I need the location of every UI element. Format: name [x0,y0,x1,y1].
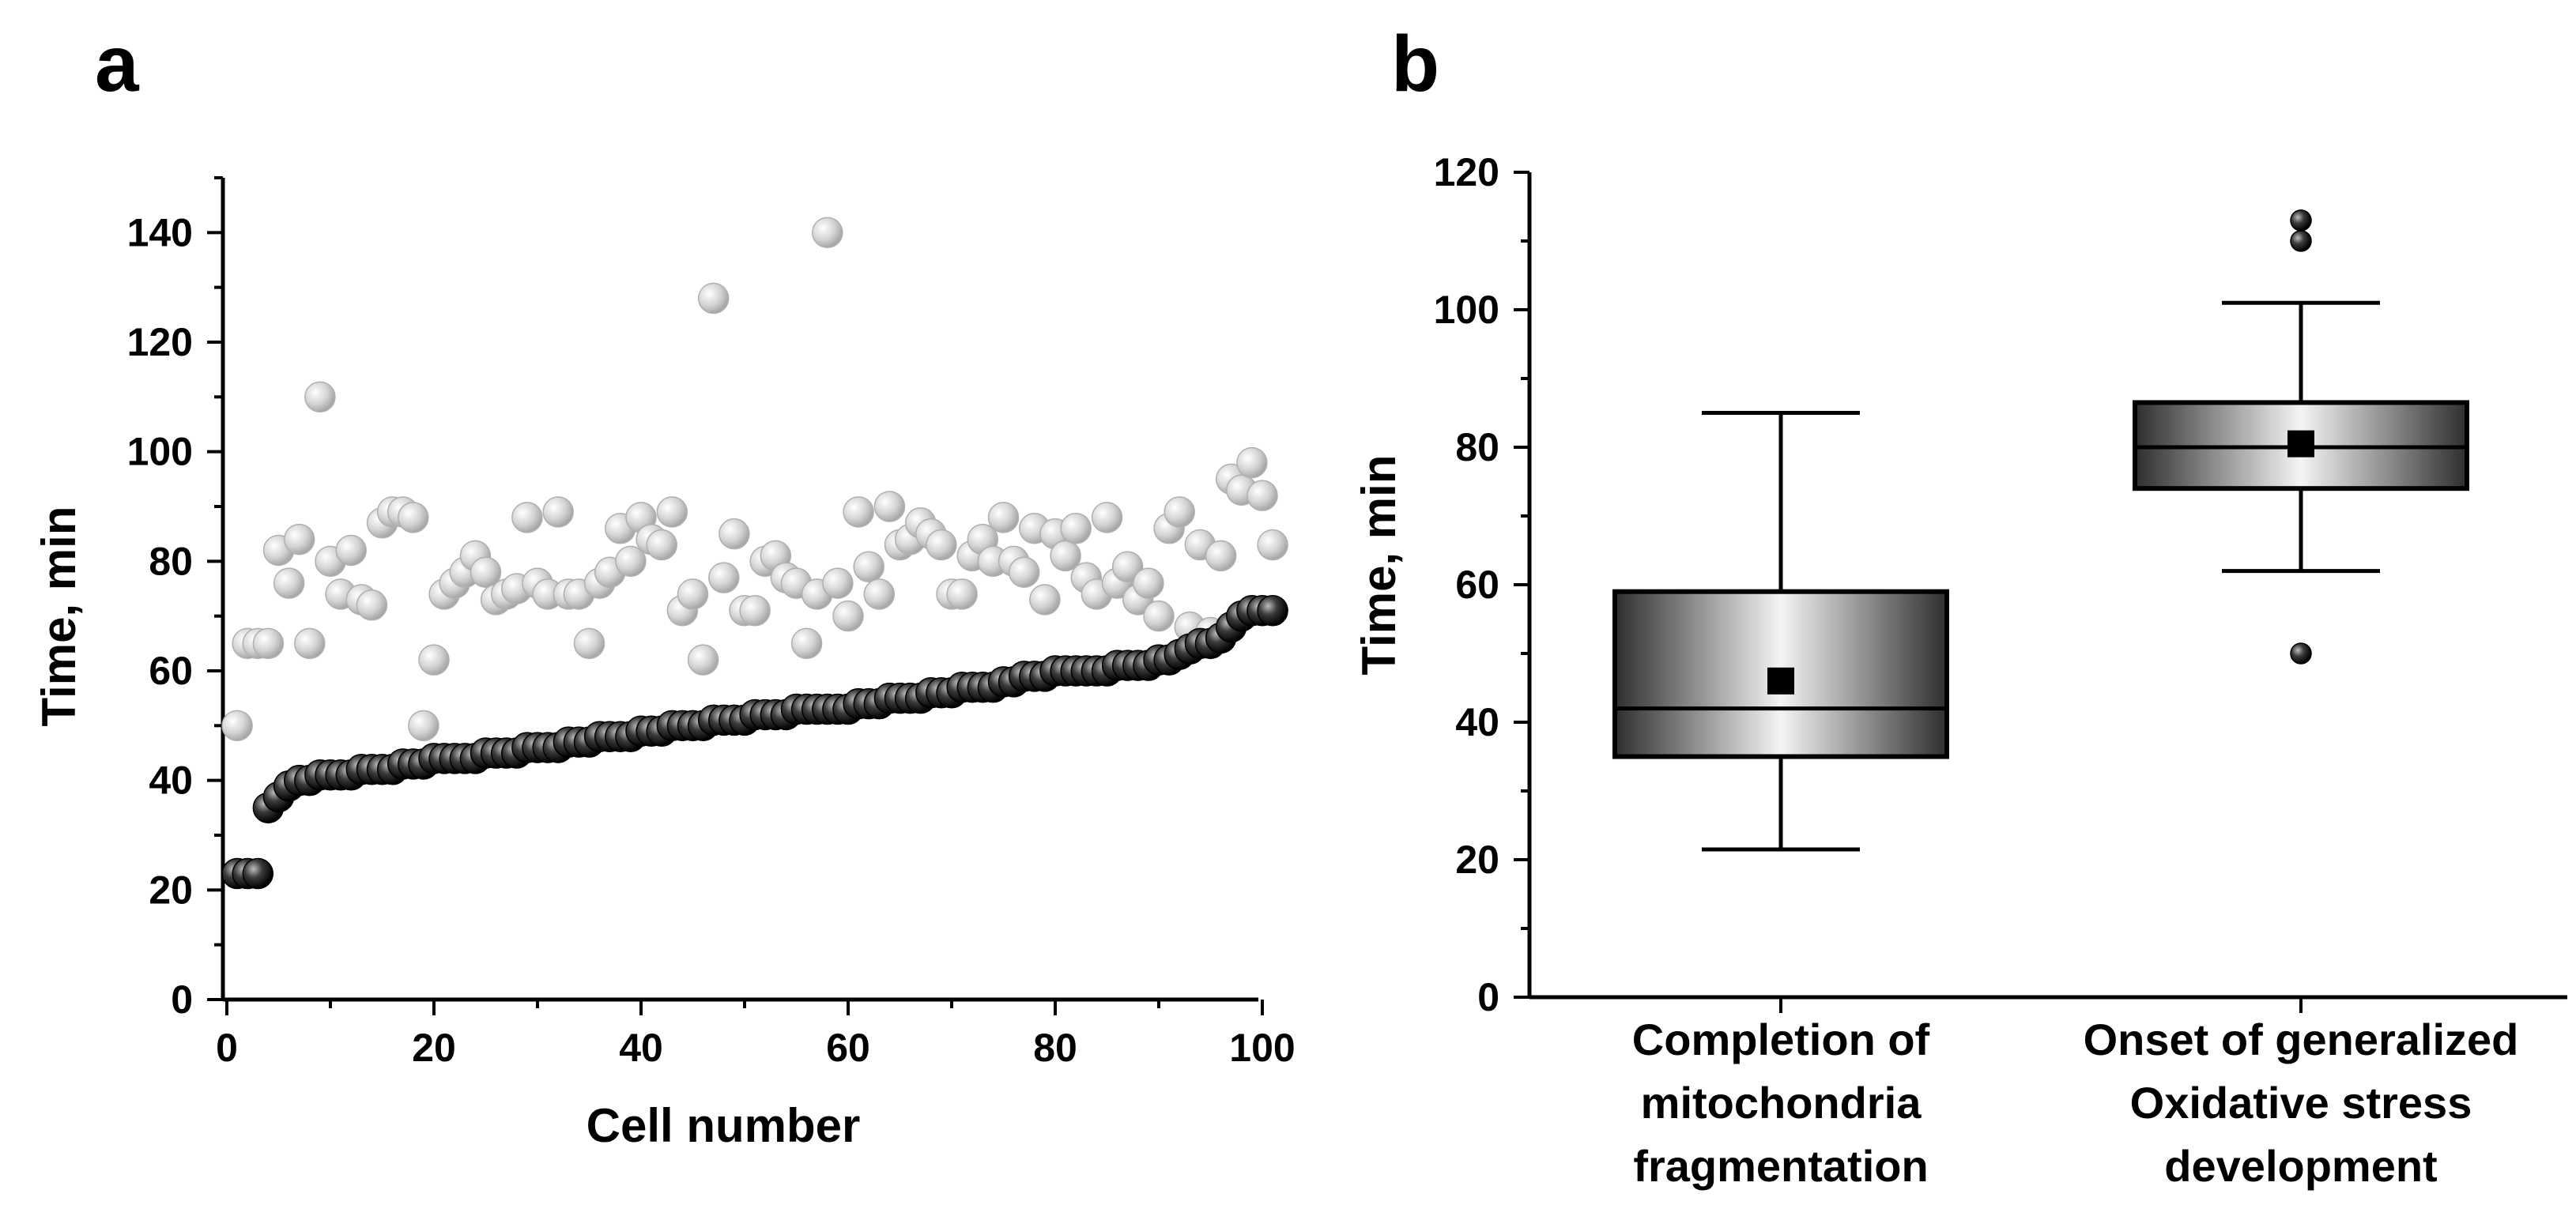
scatter-point-gray [822,567,854,599]
category-label-line: mitochondria [1641,1078,1922,1128]
panel-a-letter: a [95,20,140,108]
scatter-point-gray [946,578,978,610]
box-1 [1612,411,1949,852]
scatter-point-gray [843,496,874,528]
y-tick-label: 0 [1477,975,1499,1019]
scatter-point-gray [283,523,315,555]
y-tick-label: 100 [127,430,193,474]
scatter-point-gray [511,502,543,533]
panel-a-x-axis-title: Cell number [586,1099,861,1152]
scatter-point-gray [1111,551,1144,583]
category-label-line: development [2164,1141,2437,1191]
scatter-point-gray [1060,512,1092,544]
mean-marker [2287,430,2314,458]
outlier-point [2290,209,2312,232]
panel-b-x-ticks [1779,997,2303,1013]
y-tick-label: 120 [127,320,193,364]
scatter-point-gray [987,502,1020,533]
scatter-point-gray [335,534,367,567]
y-tick-label: 20 [149,868,193,912]
category-label-line: Oxidative stress [2130,1078,2472,1128]
panel-a-x-ticks: 0 20 40 60 80 100 [216,1000,1296,1070]
panel-b: b 0 20 40 60 80 100 120 Completion of mitochond… [1352,20,2567,1191]
scatter-point-gray [718,518,750,550]
scatter-point-gray [1236,446,1268,479]
scatter-point-gray [926,529,957,561]
y-tick-label: 40 [149,759,193,803]
scatter-point-gray [1247,480,1278,511]
scatter-point-gray [1143,600,1175,632]
scatter-point-gray [646,529,677,561]
scatter-point-black [1257,594,1288,627]
scatter-point-gray [739,594,771,627]
outlier-point [2290,230,2312,252]
category-label-line: Completion of [1632,1015,1930,1064]
scatter-point-gray [708,562,740,593]
scatter-point-gray [1164,496,1195,528]
scatter-point-gray [1133,567,1164,599]
scatter-point-gray [677,578,709,610]
scatter-point-gray [398,502,429,533]
scatter-point-gray [1029,584,1061,616]
scatter-point-gray [252,627,285,660]
scatter-point-gray [873,491,906,522]
scatter-point-gray [573,627,605,660]
panel-a-data-points [221,217,1288,890]
x-tick-label: 20 [412,1026,456,1070]
scatter-point-gray [1205,540,1237,572]
y-tick-label: 80 [1455,425,1499,469]
panel-b-y-ticks: 0 20 40 60 80 100 120 [1434,150,1529,1019]
y-tick-label: 100 [1434,288,1499,332]
panel-b-y-axis-title: Time, min [1352,455,1405,676]
box-2 [2133,209,2469,665]
panel-b-boxes [1612,209,2469,852]
panel-a-y-ticks: 0 20 40 60 80 100 120 140 [127,176,223,1022]
panel-b-letter: b [1391,20,1439,108]
scatter-point-gray [542,496,574,528]
scatter-point-gray [687,644,719,676]
scatter-point-gray [221,710,253,742]
x-tick-label: 0 [216,1026,238,1070]
x-tick-label: 80 [1033,1026,1077,1070]
x-tick-label: 100 [1229,1026,1295,1070]
y-tick-label: 140 [127,210,193,254]
scatter-point-gray [863,578,896,610]
y-tick-label: 60 [149,649,193,693]
scatter-point-gray [470,556,502,588]
scatter-point-gray [615,545,647,578]
panel-b-category-labels: Completion of mitochondria fragmentation On… [1632,1015,2519,1191]
scatter-point-gray [697,282,730,314]
scatter-point-gray [1050,540,1081,572]
scatter-point-gray [304,381,336,413]
scatter-point-gray [790,627,823,660]
scatter-point-gray [294,627,326,660]
y-tick-label: 120 [1434,150,1499,194]
outlier-point [2290,642,2312,665]
y-tick-label: 40 [1455,700,1499,744]
scatter-point-gray [1008,556,1040,588]
category-label-line: fragmentation [1633,1141,1928,1191]
scatter-point-gray [408,710,439,742]
x-tick-label: 40 [619,1026,663,1070]
y-tick-label: 80 [149,539,193,583]
y-tick-label: 0 [171,977,193,1022]
category-label-line: Onset of generalized [2084,1015,2519,1064]
x-tick-label: 60 [826,1026,870,1070]
y-tick-label: 20 [1455,838,1499,882]
scatter-point-gray [273,567,305,599]
scatter-point-gray [853,551,884,583]
scatter-point-gray [1091,502,1123,533]
scatter-point-gray [656,496,688,528]
scatter-point-gray [812,217,843,249]
scatter-point-gray [356,589,388,621]
panel-a: a 0 20 40 60 80 100 120 140 0 20 40 60 80 100 Cell n… [32,20,1296,1152]
mean-marker [1767,667,1794,695]
y-tick-label: 60 [1455,563,1499,607]
scatter-point-gray [1257,529,1288,561]
scatter-point-gray [418,644,450,676]
scatter-point-gray [832,600,864,632]
panel-a-y-axis-title: Time, min [32,506,85,727]
scatter-point-black [242,857,274,890]
